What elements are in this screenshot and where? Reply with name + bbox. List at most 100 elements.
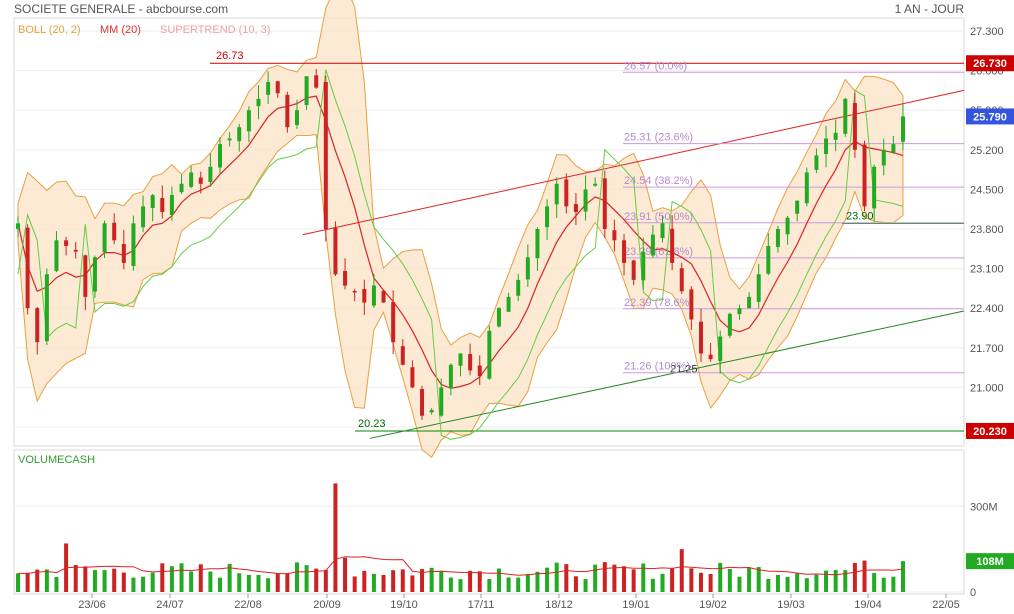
volume-bar xyxy=(901,561,905,592)
price-tick-label: 23.100 xyxy=(970,264,1004,276)
volume-bar xyxy=(333,483,338,592)
volume-bar xyxy=(525,573,530,592)
x-tick-label: 19/03 xyxy=(777,599,805,611)
volume-panel xyxy=(13,449,965,595)
volume-bar xyxy=(208,571,213,592)
candle-body xyxy=(256,98,261,107)
candle-body xyxy=(516,279,521,296)
volume-bar xyxy=(872,573,877,592)
candle-body xyxy=(314,75,319,88)
candle-body xyxy=(420,389,425,416)
candle-body xyxy=(429,410,434,413)
volume-bar xyxy=(833,570,838,592)
candle-body xyxy=(862,144,867,207)
candle-body xyxy=(727,313,732,336)
volume-bar xyxy=(314,568,319,592)
candle-body xyxy=(25,227,30,309)
candle-body xyxy=(525,257,530,280)
candle-body xyxy=(631,260,636,280)
candle-body xyxy=(285,94,290,128)
fibonacci-label: 24.54 (38.2%) xyxy=(624,175,693,187)
candle-body xyxy=(131,223,136,266)
volume-bar xyxy=(246,574,251,592)
volume-bar xyxy=(477,571,482,592)
legend-boll: BOLL (20, 2) xyxy=(18,24,81,36)
legend-mm: MM (20) xyxy=(100,24,141,36)
volume-bar xyxy=(83,566,88,592)
candle-body xyxy=(179,183,184,193)
candle-body xyxy=(785,217,790,235)
volume-bar xyxy=(141,576,146,592)
fibonacci-label: 23.29 (61.8%) xyxy=(624,246,693,258)
volume-bar xyxy=(824,570,829,592)
candle-body xyxy=(747,296,752,309)
volume-bar xyxy=(747,567,752,592)
volume-bar xyxy=(622,566,627,592)
candle-body xyxy=(439,387,444,416)
volume-bar xyxy=(44,569,49,592)
level-label: 26.73 xyxy=(216,50,244,62)
volume-bar xyxy=(420,569,425,592)
price-tick-label: 27.300 xyxy=(970,26,1004,38)
volume-bar xyxy=(795,573,800,592)
volume-bar xyxy=(121,572,126,592)
candle-body xyxy=(814,155,819,170)
candle-body xyxy=(795,200,800,214)
candle-body xyxy=(593,183,598,186)
price-badge-label: 25.790 xyxy=(973,111,1007,123)
x-tick-label: 23/06 xyxy=(78,599,106,611)
candle-body xyxy=(477,365,482,377)
volume-bar xyxy=(766,578,771,592)
x-tick-label: 19/10 xyxy=(390,599,418,611)
candle-body xyxy=(670,228,675,263)
volume-bar xyxy=(439,570,444,592)
candle-body xyxy=(766,245,771,274)
price-tick-label: 24.500 xyxy=(970,184,1004,196)
chart-period: 1 AN - JOUR xyxy=(895,2,965,16)
volume-bar xyxy=(689,568,694,592)
volume-bar xyxy=(198,564,203,592)
volume-bar xyxy=(179,563,184,592)
volume-bar xyxy=(92,570,97,592)
bollinger-band xyxy=(17,0,904,459)
volume-bar xyxy=(294,562,299,592)
legend-supertrend: SUPERTREND (10, 3) xyxy=(160,24,270,36)
candle-body xyxy=(458,353,463,366)
candle-body xyxy=(718,336,723,361)
price-tick-label: 21.700 xyxy=(970,343,1004,355)
candle-body xyxy=(400,346,405,365)
price-badge-label: 20.230 xyxy=(973,426,1007,438)
x-tick-label: 19/01 xyxy=(622,599,650,611)
volume-bar xyxy=(679,549,684,592)
candle-body xyxy=(141,206,146,228)
candle-body xyxy=(169,195,174,216)
volume-bar xyxy=(275,573,280,592)
volume-bar xyxy=(227,563,232,592)
volume-bar xyxy=(323,569,328,592)
price-badge xyxy=(966,422,1014,439)
volume-label: VOLUMECASH xyxy=(18,454,95,466)
volume-bar xyxy=(756,567,761,592)
candle-body xyxy=(535,229,540,259)
candle-body xyxy=(583,189,588,212)
candle-body xyxy=(83,255,88,297)
volume-bar xyxy=(843,570,848,592)
volume-bar xyxy=(448,577,453,592)
volume-bar xyxy=(727,568,732,592)
volume-bar xyxy=(112,568,117,592)
candle-body xyxy=(362,288,367,303)
candle-body xyxy=(150,195,155,209)
candle-body xyxy=(448,364,453,389)
candle-body xyxy=(660,223,665,239)
candle-body xyxy=(641,251,646,281)
price-badge xyxy=(966,108,1014,125)
volume-badge xyxy=(966,553,1014,570)
volume-bar xyxy=(189,571,194,592)
candle-body xyxy=(756,274,761,302)
candle-body xyxy=(218,144,223,168)
candle-body xyxy=(804,172,809,204)
x-tick-label: 20/09 xyxy=(313,599,341,611)
volume-bar xyxy=(708,574,713,592)
volume-bar xyxy=(554,562,559,592)
candle-body xyxy=(708,354,713,360)
